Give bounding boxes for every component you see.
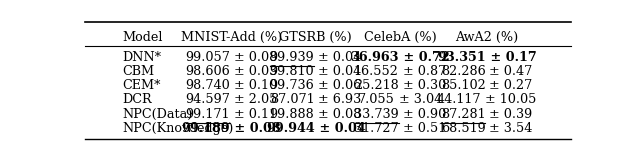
Text: NPC(Knowledge): NPC(Knowledge) xyxy=(122,122,234,135)
Text: 82.286: 82.286 xyxy=(441,65,486,78)
Text: Model: Model xyxy=(122,31,163,44)
Text: ± 0.03: ± 0.03 xyxy=(230,65,277,78)
Text: 85.102: 85.102 xyxy=(441,79,486,92)
Text: MNIST-Add (%): MNIST-Add (%) xyxy=(180,31,282,44)
Text: ± 0.51: ± 0.51 xyxy=(399,122,446,135)
Text: 36.963: 36.963 xyxy=(350,51,399,64)
Text: ± 0.39: ± 0.39 xyxy=(485,108,532,121)
Text: 87.281: 87.281 xyxy=(441,108,485,121)
Text: ± 0.08: ± 0.08 xyxy=(230,122,281,135)
Text: 33.739: 33.739 xyxy=(354,108,399,121)
Text: ± 2.05: ± 2.05 xyxy=(230,93,277,106)
Text: ± 0.04: ± 0.04 xyxy=(314,51,362,64)
Text: CBM: CBM xyxy=(122,65,154,78)
Text: 87.071: 87.071 xyxy=(269,93,314,106)
Text: ± 0.10: ± 0.10 xyxy=(230,79,277,92)
Text: ± 0.04: ± 0.04 xyxy=(315,122,365,135)
Text: CelebA (%): CelebA (%) xyxy=(364,31,436,44)
Text: ± 0.04: ± 0.04 xyxy=(314,65,362,78)
Text: 99.944: 99.944 xyxy=(266,122,315,135)
Text: 7.055: 7.055 xyxy=(358,93,395,106)
Text: 31.727: 31.727 xyxy=(354,122,399,135)
Text: ± 0.87: ± 0.87 xyxy=(399,65,446,78)
Text: CEM*: CEM* xyxy=(122,79,161,92)
Text: 68.519: 68.519 xyxy=(441,122,485,135)
Text: NPC(Data): NPC(Data) xyxy=(122,108,193,121)
Text: 93.351: 93.351 xyxy=(437,51,486,64)
Text: 99.736: 99.736 xyxy=(269,79,314,92)
Text: ± 0.11: ± 0.11 xyxy=(230,108,277,121)
Text: ± 3.04: ± 3.04 xyxy=(395,93,442,106)
Text: 16.552: 16.552 xyxy=(354,65,399,78)
Text: ± 10.05: ± 10.05 xyxy=(481,93,537,106)
Text: ± 0.17: ± 0.17 xyxy=(486,51,536,64)
Text: 99.888: 99.888 xyxy=(269,108,314,121)
Text: 99.810: 99.810 xyxy=(269,65,314,78)
Text: ± 0.30: ± 0.30 xyxy=(399,79,446,92)
Text: ± 0.47: ± 0.47 xyxy=(486,65,532,78)
Text: 25.218: 25.218 xyxy=(354,79,399,92)
Text: 44.117: 44.117 xyxy=(436,93,481,106)
Text: 99.171: 99.171 xyxy=(186,108,230,121)
Text: DCR: DCR xyxy=(122,93,152,106)
Text: ± 0.72: ± 0.72 xyxy=(399,51,449,64)
Text: 98.606: 98.606 xyxy=(186,65,230,78)
Text: ± 0.90: ± 0.90 xyxy=(399,108,446,121)
Text: ± 0.08: ± 0.08 xyxy=(230,51,277,64)
Text: ± 6.93: ± 6.93 xyxy=(314,93,362,106)
Text: ± 0.27: ± 0.27 xyxy=(486,79,532,92)
Text: ± 0.08: ± 0.08 xyxy=(314,108,362,121)
Text: ± 3.54: ± 3.54 xyxy=(485,122,532,135)
Text: AwA2 (%): AwA2 (%) xyxy=(455,31,518,44)
Text: 94.597: 94.597 xyxy=(185,93,230,106)
Text: DNN*: DNN* xyxy=(122,51,161,64)
Text: ± 0.06: ± 0.06 xyxy=(314,79,362,92)
Text: 99.939: 99.939 xyxy=(269,51,314,64)
Text: GTSRB (%): GTSRB (%) xyxy=(279,31,352,44)
Text: 99.057: 99.057 xyxy=(185,51,230,64)
Text: 98.740: 98.740 xyxy=(186,79,230,92)
Text: 99.189: 99.189 xyxy=(182,122,230,135)
